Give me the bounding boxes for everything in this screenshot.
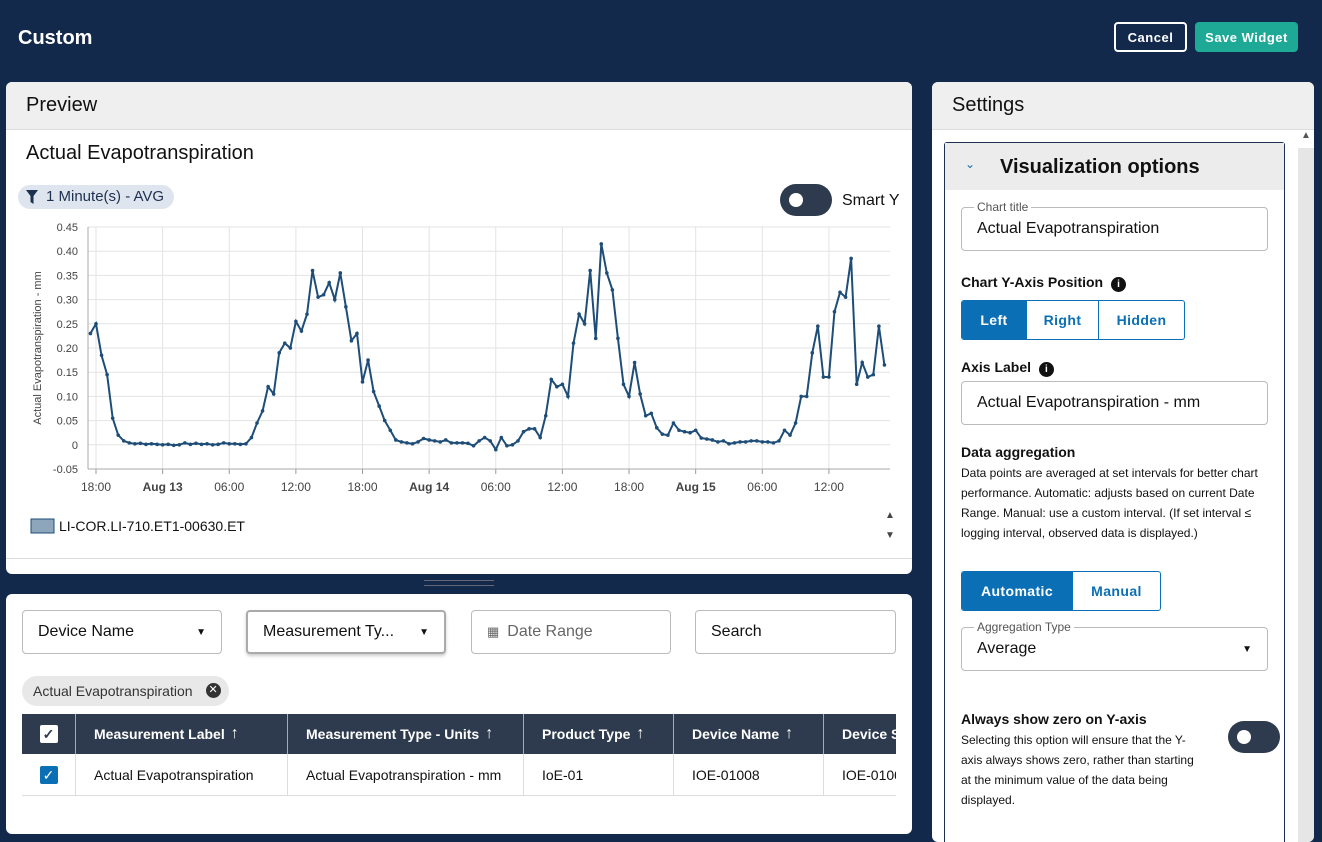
axis-label-input[interactable]: Actual Evapotranspiration - mm: [961, 381, 1268, 425]
zero-heading: Always show zero on Y-axis: [961, 711, 1147, 727]
column-header[interactable]: Device Name ↑: [674, 714, 824, 754]
select-all[interactable]: ✓: [22, 714, 76, 754]
option-button[interactable]: Manual: [1072, 572, 1160, 610]
filter-icon: [26, 190, 38, 204]
row-select[interactable]: ✓: [22, 754, 76, 796]
sort-icon: ↑: [636, 725, 645, 742]
y-axis-position-text: Chart Y-Axis Position: [961, 274, 1104, 290]
section-title[interactable]: Visualization options: [945, 143, 1284, 190]
sort-icon: ↑: [785, 725, 794, 742]
sort-icon: ↑: [485, 725, 494, 742]
settings-header: Settings: [932, 82, 1314, 130]
visualization-card: Visualization options ⌄ Actual Evapotran…: [944, 142, 1285, 842]
table-cell: Actual Evapotranspiration: [76, 754, 288, 796]
table: ✓ Measurement Label ↑ Measurement Type - U…: [22, 714, 896, 834]
filter-chip[interactable]: 1 Minute(s) - AVG: [18, 185, 175, 209]
chart-title-label: Chart title: [974, 200, 1032, 214]
search-input[interactable]: Search: [695, 610, 896, 654]
aggregation-description: Data points are averaged at set interval…: [961, 466, 1258, 540]
measurement-chip[interactable]: Actual Evapotranspiration ✕: [22, 676, 229, 706]
column-header-text: Product Type: [542, 726, 631, 742]
option-button[interactable]: Automatic: [962, 572, 1072, 610]
column-header-text: Device SN: [842, 726, 896, 742]
table-cell: IOE-01008: [674, 754, 824, 796]
y-axis-position-buttons: Left Right Hidden: [961, 300, 1185, 340]
chart-title: Actual Evapotranspiration: [26, 142, 254, 164]
search-text: Search: [711, 623, 762, 640]
data-panel: Device Name ▼ Measurement Ty... ▼ ▦ Date Ra…: [6, 594, 912, 834]
date-range-input[interactable]: ▦ Date Range: [471, 610, 671, 654]
column-header-text: Measurement Type - Units: [306, 726, 480, 742]
preview-header: Preview: [6, 82, 912, 130]
aggregation-buttons: Automatic Manual: [961, 571, 1161, 611]
app: {"header":{"title":"Custom","cancel":"Ca…: [6, 22, 1314, 842]
resize-handle[interactable]: [424, 580, 494, 586]
aggregation-type-select[interactable]: Average ▼: [961, 627, 1268, 671]
column-header[interactable]: Product Type ↑: [524, 714, 674, 754]
y-axis-position-label: Chart Y-Axis Position i: [961, 274, 1126, 292]
date-range-text: Date Range: [507, 623, 593, 640]
table-cell: IoE-01: [524, 754, 674, 796]
device-name-text: Device Name: [38, 623, 135, 640]
aggregation-type-value: Average: [977, 640, 1037, 657]
cancel-button[interactable]: Cancel: [1114, 22, 1187, 52]
column-header[interactable]: Measurement Type - Units ↑: [288, 714, 524, 754]
page-title: Custom: [18, 27, 93, 49]
measurement-type-select[interactable]: Measurement Ty... ▼: [246, 610, 446, 654]
option-button[interactable]: Left: [962, 301, 1026, 339]
zero-description: Selecting this option will ensure that t…: [961, 733, 1194, 807]
table-cell: Actual Evapotranspiration - mm: [288, 754, 524, 796]
chip-text: Actual Evapotranspiration: [33, 683, 193, 699]
measurement-type-text: Measurement Ty...: [263, 623, 395, 640]
column-header-text: Device Name: [692, 726, 780, 742]
preview-panel: Preview Actual Evapotranspiration 1 Minu…: [6, 82, 912, 574]
smart-y-toggle[interactable]: [780, 184, 832, 216]
option-button[interactable]: Right: [1026, 301, 1098, 339]
smart-y-label: Smart Y: [842, 192, 900, 209]
zero-toggle[interactable]: [1228, 721, 1280, 753]
save-button[interactable]: Save Widget: [1195, 22, 1298, 52]
settings-panel: Settings ▲ Visualization options ⌄ Actua…: [932, 82, 1314, 842]
device-name-select[interactable]: Device Name ▼: [22, 610, 222, 654]
axis-label-text: Axis Label: [961, 359, 1032, 375]
collapse-icon: ⌄: [965, 157, 976, 171]
sort-icon: ↑: [230, 725, 239, 742]
legend-scroll[interactable]: ▲ ▼: [885, 510, 895, 541]
column-header[interactable]: Device SN↑: [824, 714, 896, 754]
aggregation-heading: Data aggregation: [961, 444, 1076, 460]
table-cell: IOE-01008: [824, 754, 896, 796]
axis-label-value: Actual Evapotranspiration - mm: [977, 394, 1201, 411]
column-header-text: Measurement Label: [94, 726, 225, 742]
divider: [6, 558, 912, 559]
column-header[interactable]: Measurement Label ↑: [76, 714, 288, 754]
chart-title-input[interactable]: Actual Evapotranspiration: [961, 207, 1268, 251]
axis-label-heading: Axis Label i: [961, 359, 1054, 377]
scrollbar[interactable]: ▲: [1298, 130, 1314, 842]
option-button[interactable]: Hidden: [1098, 301, 1184, 339]
aggregation-type-label: Aggregation Type: [974, 620, 1074, 634]
chart-title-value: Actual Evapotranspiration: [977, 220, 1160, 237]
